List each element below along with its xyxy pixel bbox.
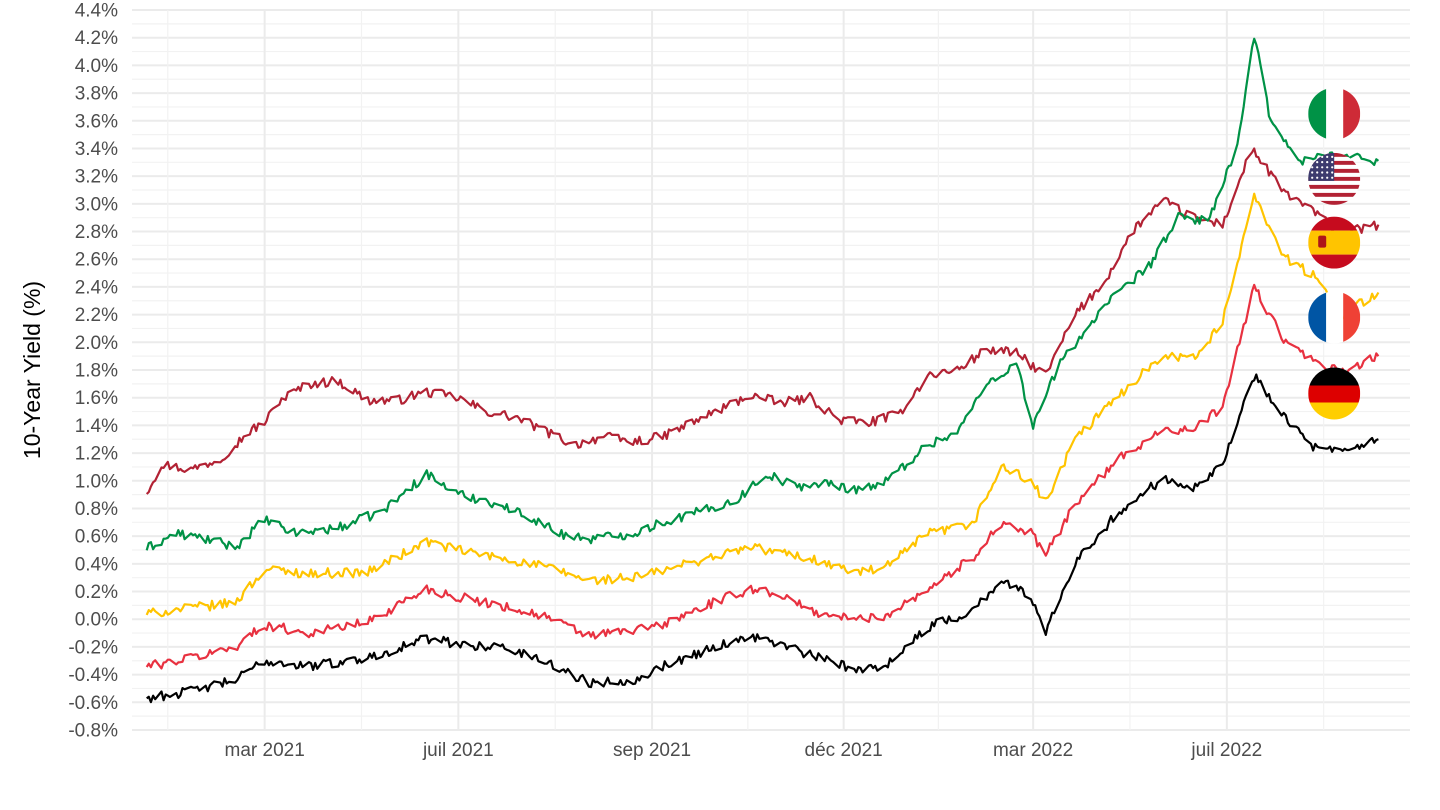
y-tick-label: 0.8% [75,499,118,520]
us-flag-star [1321,161,1324,164]
y-tick-label: 4.4% [75,1,118,22]
y-tick-label: -0.2% [68,637,118,658]
y-axis-title: 10-Year Yield (%) [19,281,45,459]
us-flag [1308,152,1361,205]
es-flag [1308,216,1361,269]
y-tick-label: 3.4% [75,139,118,160]
y-tick-label: 1.8% [75,361,118,382]
y-tick-label: 3.8% [75,84,118,105]
y-tick-label: 1.6% [75,388,118,409]
us-flag-star [1316,161,1319,164]
x-tick-label: juil 2021 [422,740,494,761]
us-flag-star [1331,166,1334,169]
us-flag-stripe [1308,196,1361,201]
us-flag-star [1311,171,1314,174]
us-flag-stripe [1308,180,1361,185]
y-tick-label: 3.2% [75,167,118,188]
us-flag-star [1316,176,1319,179]
y-tick-label: 0.6% [75,527,118,548]
y-tick-label: 2.2% [75,305,118,326]
series-line-fr [145,283,1380,670]
y-tick-label: 2.4% [75,277,118,298]
x-tick-label: déc 2021 [805,740,883,761]
y-tick-label: 1.2% [75,444,118,465]
y-tick-label: 0.2% [75,582,118,603]
de-flag-red-stripe [1308,385,1361,403]
us-flag-star [1331,155,1334,158]
us-flag-stripe [1308,200,1361,205]
y-tick-label: 4.2% [75,28,118,49]
us-flag-star [1326,161,1329,164]
es-flag-bottom-red [1308,254,1361,269]
us-flag-star [1326,171,1329,174]
es-flag-body [1308,216,1361,269]
y-tick-label: -0.6% [68,693,118,714]
us-flag-star [1331,161,1334,164]
us-flag-star [1326,166,1329,169]
us-flag-star [1326,155,1329,158]
fr-flag-blue-stripe [1308,291,1327,344]
series-line-es [145,192,1380,618]
grid-layer [132,9,1410,731]
de-flag-black-stripe [1308,367,1361,386]
us-flag-stripe [1308,192,1361,197]
it-flag-body [1308,87,1361,140]
us-flag-body [1308,152,1361,205]
series-line-de [146,373,1379,704]
us-flag-stripe [1308,188,1361,193]
axis-layer: -0.8% -0.6% -0.4% -0.2% 0.0% 0.2% 0.4% 0.6% 0.8%… [68,1,1262,762]
y-tick-label: 0.0% [75,610,118,631]
x-tick-label: mar 2021 [225,740,305,761]
fr-flag-body [1308,291,1361,344]
it-flag-red-stripe [1343,87,1361,140]
y-tick-label: -0.8% [68,721,118,742]
x-tick-label: sep 2021 [613,740,691,761]
y-tick-label: 1.4% [75,416,118,437]
us-flag-star [1321,155,1324,158]
us-flag-stripe [1308,184,1361,189]
it-flag [1308,87,1361,140]
us-flag-star [1321,176,1324,179]
us-flag-star [1316,171,1319,174]
es-flag-yellow [1308,230,1361,255]
it-flag-white-stripe [1326,87,1344,140]
series-line-it [145,37,1380,551]
y-tick-label: -0.4% [68,665,118,686]
de-flag [1308,367,1361,420]
y-tick-label: 3.6% [75,111,118,132]
us-flag-star [1321,171,1324,174]
us-flag-star [1311,176,1314,179]
x-tick-label: mar 2022 [993,740,1073,761]
y-tick-label: 2.8% [75,222,118,243]
flag-layer [1308,87,1361,420]
us-flag-star [1331,176,1334,179]
fr-flag [1308,291,1361,344]
y-tick-label: 2.6% [75,250,118,271]
fr-flag-red-stripe [1343,291,1361,344]
series-layer [145,37,1380,704]
fr-flag-white-stripe [1326,291,1344,344]
y-tick-label: 2.0% [75,333,118,354]
series-line-us [145,147,1380,495]
es-flag-emblem [1318,235,1327,248]
x-tick-label: juil 2022 [1190,740,1262,761]
us-flag-star [1326,176,1329,179]
it-flag-green-stripe [1308,87,1327,140]
de-flag-body [1308,367,1361,420]
y-tick-label: 4.0% [75,56,118,77]
us-flag-star [1316,166,1319,169]
us-flag-star [1321,166,1324,169]
es-flag-top-red [1308,216,1361,231]
us-flag-star [1331,171,1334,174]
de-flag-gold-stripe [1308,402,1361,420]
y-tick-label: 3.0% [75,194,118,215]
y-tick-label: 0.4% [75,554,118,575]
us-flag-star [1311,166,1314,169]
y-tick-label: 1.0% [75,471,118,492]
